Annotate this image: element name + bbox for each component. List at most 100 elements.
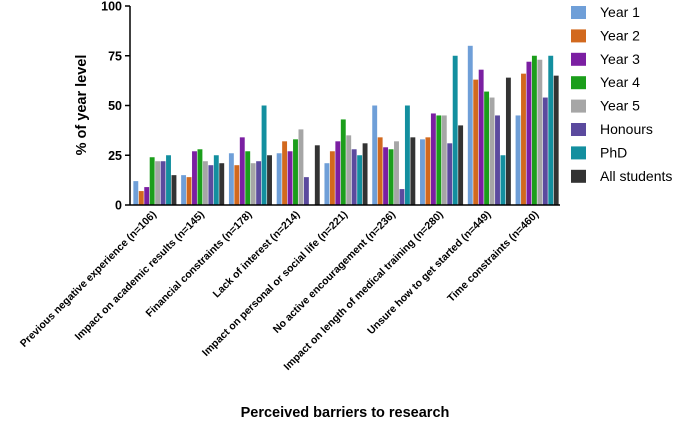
bar [505, 77, 511, 205]
bar [553, 75, 559, 206]
bar [197, 149, 203, 205]
bar [542, 97, 548, 205]
legend-label: All students [600, 168, 672, 184]
bar [228, 153, 234, 205]
x-axis-title: Perceived barriers to research [241, 405, 450, 421]
bar [261, 105, 267, 205]
bar [245, 151, 251, 205]
bar [484, 91, 490, 205]
bar [467, 45, 473, 205]
bar [500, 155, 506, 205]
bar [293, 139, 298, 205]
bar [430, 113, 436, 205]
bar [351, 149, 357, 205]
bars [133, 45, 559, 206]
legend-swatch [571, 29, 586, 43]
bar [425, 137, 431, 205]
bar [234, 165, 240, 205]
bar [531, 55, 537, 205]
bar [548, 55, 554, 205]
bar [441, 115, 447, 205]
bar [155, 161, 161, 205]
legend-swatch [571, 146, 586, 160]
bar [303, 177, 309, 205]
bar [276, 153, 282, 205]
bar [447, 143, 453, 205]
bar [208, 165, 214, 205]
bar [357, 155, 363, 205]
bar [250, 163, 256, 205]
bar [186, 177, 192, 205]
legend-swatch [571, 169, 586, 183]
y-tick-label: 25 [108, 149, 122, 163]
bar [399, 189, 405, 205]
bar [495, 115, 500, 205]
bar [324, 163, 330, 205]
bar [160, 161, 166, 205]
x-tick-label: Time constraints (n=460) [445, 209, 541, 305]
bar [239, 137, 245, 205]
bar [410, 137, 416, 205]
bar [213, 155, 219, 205]
bar [314, 145, 320, 205]
y-axis-title: % of year level [74, 55, 90, 156]
legend-label: Year 1 [600, 4, 640, 20]
bar [452, 55, 458, 205]
bar [362, 143, 368, 205]
bar [256, 161, 262, 205]
bar [335, 141, 341, 205]
bar [521, 73, 526, 205]
y-tick-label: 100 [101, 0, 122, 14]
bar [340, 119, 346, 205]
bar [287, 151, 293, 205]
y-tick-label: 0 [115, 199, 122, 213]
legend-swatch [571, 123, 586, 136]
bar [166, 155, 171, 205]
legend-label: Year 3 [600, 51, 640, 67]
legend-swatch [571, 6, 586, 19]
legend-label: Year 5 [600, 98, 640, 114]
bar [149, 157, 155, 205]
bar [171, 175, 177, 205]
legend-label: PhD [600, 144, 627, 160]
legend-label: Year 4 [600, 74, 640, 90]
bar [202, 161, 208, 205]
bar [144, 187, 150, 205]
bar [329, 151, 335, 205]
y-tick-label: 75 [108, 49, 122, 63]
bar [298, 129, 304, 205]
bar [181, 175, 187, 205]
legend-label: Year 2 [600, 27, 640, 43]
bar [388, 149, 394, 205]
bar [515, 115, 521, 205]
bar [282, 141, 288, 205]
bar [537, 59, 543, 206]
bar [473, 79, 479, 205]
bar [420, 139, 425, 205]
bar [133, 181, 139, 205]
legend-swatch [571, 52, 586, 66]
bar [394, 141, 399, 205]
bar [192, 151, 197, 205]
legend-swatch [571, 76, 586, 90]
bar [346, 135, 352, 205]
bar [458, 125, 464, 205]
y-axis: 0 25 50 75 100 [101, 0, 131, 213]
bar [404, 105, 410, 205]
legend-label: Honours [600, 121, 653, 137]
legend-swatch [571, 99, 586, 113]
bar [489, 97, 495, 205]
bar [267, 155, 272, 205]
y-tick-label: 50 [108, 99, 122, 113]
bar [526, 61, 532, 205]
bar [219, 163, 225, 205]
bar [383, 147, 389, 205]
bar [478, 69, 484, 206]
x-tick-label: Lack of interest (n=214) [211, 209, 303, 301]
bar [138, 191, 144, 205]
bar [372, 105, 378, 205]
bar [436, 115, 442, 205]
legend: Year 1 Year 2 Year 3 Year 4 Year 5 Honours PhD… [571, 4, 672, 184]
x-axis: Previous negative experience (n=106)Impa… [18, 204, 560, 373]
